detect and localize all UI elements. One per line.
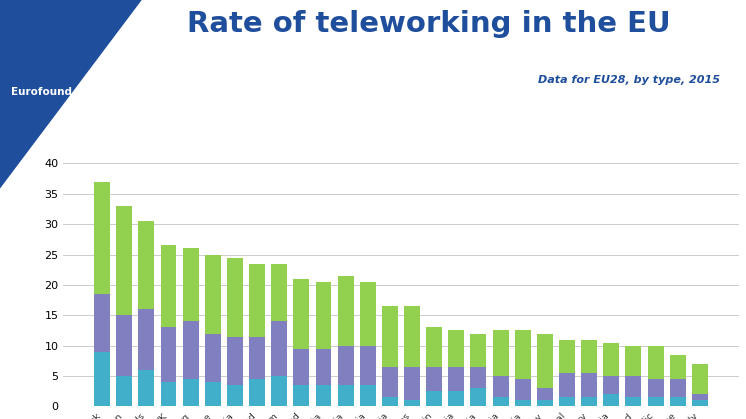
Bar bbox=[426, 328, 442, 367]
Bar bbox=[537, 388, 553, 401]
Text: ⬡: ⬡ bbox=[28, 27, 54, 57]
Bar bbox=[604, 394, 619, 406]
Bar bbox=[205, 382, 221, 406]
Bar bbox=[338, 346, 354, 385]
Bar bbox=[360, 282, 376, 346]
Bar bbox=[537, 401, 553, 406]
Bar bbox=[160, 246, 177, 328]
Bar bbox=[360, 385, 376, 406]
Bar bbox=[183, 248, 198, 321]
Bar bbox=[471, 334, 486, 367]
Bar bbox=[160, 382, 177, 406]
Bar bbox=[581, 373, 597, 397]
Bar bbox=[227, 258, 243, 336]
Bar bbox=[138, 221, 154, 309]
Bar bbox=[338, 276, 354, 346]
Bar bbox=[648, 379, 664, 397]
Bar bbox=[138, 370, 154, 406]
Bar bbox=[316, 282, 331, 349]
Bar bbox=[382, 397, 398, 406]
Text: Data for EU28, by type, 2015: Data for EU28, by type, 2015 bbox=[538, 75, 720, 85]
Bar bbox=[515, 331, 530, 379]
Bar bbox=[559, 397, 575, 406]
Bar bbox=[293, 385, 310, 406]
Bar bbox=[692, 401, 708, 406]
Bar bbox=[471, 388, 486, 406]
Bar bbox=[404, 306, 420, 367]
Bar bbox=[692, 364, 708, 394]
Bar bbox=[625, 346, 642, 376]
Bar bbox=[249, 336, 265, 379]
Bar bbox=[515, 379, 530, 401]
Bar bbox=[648, 346, 664, 379]
Bar bbox=[670, 397, 686, 406]
Bar bbox=[515, 401, 530, 406]
Bar bbox=[604, 376, 619, 394]
Bar bbox=[404, 401, 420, 406]
Bar bbox=[205, 334, 221, 382]
Bar bbox=[116, 376, 132, 406]
Bar bbox=[116, 206, 132, 315]
Bar bbox=[426, 367, 442, 391]
Bar bbox=[360, 346, 376, 385]
Bar bbox=[272, 264, 287, 321]
Bar bbox=[293, 349, 310, 385]
Bar bbox=[227, 385, 243, 406]
Bar bbox=[293, 279, 310, 349]
Bar bbox=[249, 379, 265, 406]
Text: Rate of teleworking in the EU: Rate of teleworking in the EU bbox=[187, 10, 671, 39]
Bar bbox=[625, 376, 642, 397]
Text: Eurofound: Eurofound bbox=[10, 87, 72, 97]
Bar bbox=[94, 352, 110, 406]
Bar bbox=[338, 385, 354, 406]
Bar bbox=[492, 397, 509, 406]
Bar bbox=[581, 397, 597, 406]
Bar bbox=[382, 367, 398, 397]
Bar bbox=[382, 306, 398, 367]
Bar bbox=[272, 376, 287, 406]
Bar bbox=[205, 254, 221, 334]
Bar bbox=[448, 367, 464, 391]
Bar bbox=[227, 336, 243, 385]
Bar bbox=[138, 309, 154, 370]
Bar bbox=[94, 182, 110, 294]
Bar bbox=[249, 264, 265, 336]
Bar bbox=[604, 343, 619, 376]
Bar bbox=[316, 385, 331, 406]
Bar bbox=[448, 391, 464, 406]
Bar bbox=[183, 379, 198, 406]
Bar bbox=[692, 394, 708, 401]
Bar bbox=[648, 397, 664, 406]
Bar bbox=[116, 315, 132, 376]
Bar bbox=[670, 379, 686, 397]
Bar bbox=[559, 373, 575, 397]
Bar bbox=[94, 294, 110, 352]
Bar bbox=[448, 331, 464, 367]
Bar bbox=[404, 367, 420, 401]
Bar bbox=[492, 331, 509, 376]
Bar bbox=[272, 321, 287, 376]
Bar bbox=[471, 367, 486, 388]
Bar bbox=[183, 321, 198, 379]
Bar bbox=[537, 334, 553, 388]
Bar bbox=[316, 349, 331, 385]
Bar bbox=[160, 328, 177, 382]
Bar bbox=[581, 339, 597, 373]
Bar bbox=[559, 339, 575, 373]
Bar bbox=[492, 376, 509, 397]
Bar bbox=[670, 355, 686, 379]
Bar bbox=[426, 391, 442, 406]
Bar bbox=[625, 397, 642, 406]
